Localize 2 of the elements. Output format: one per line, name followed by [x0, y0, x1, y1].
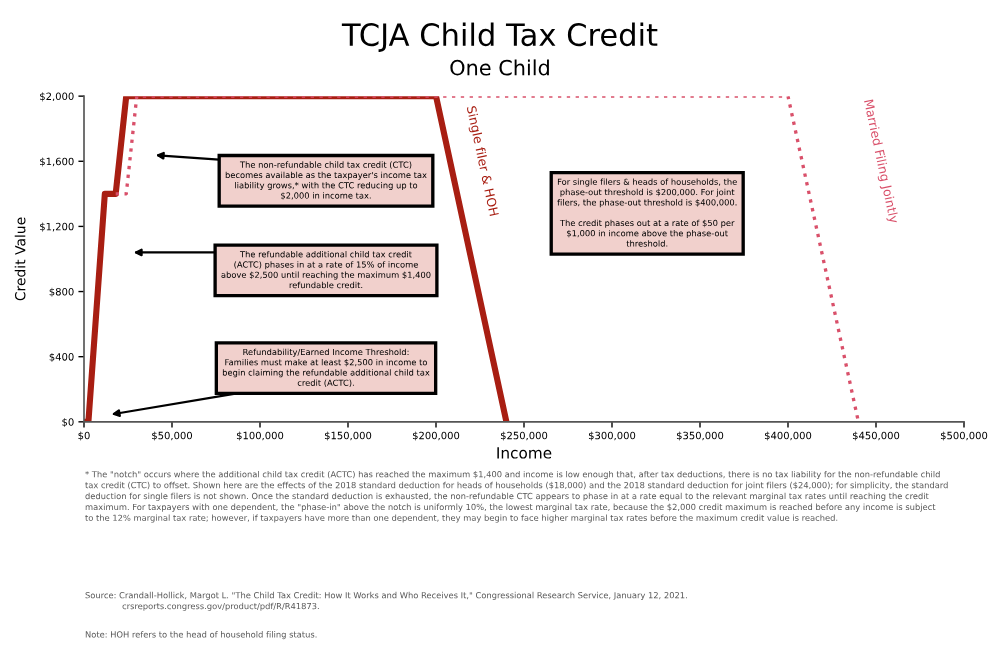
- chart-title: TCJA Child Tax Credit: [341, 22, 658, 52]
- chart-subtitle: One Child: [450, 59, 549, 76]
